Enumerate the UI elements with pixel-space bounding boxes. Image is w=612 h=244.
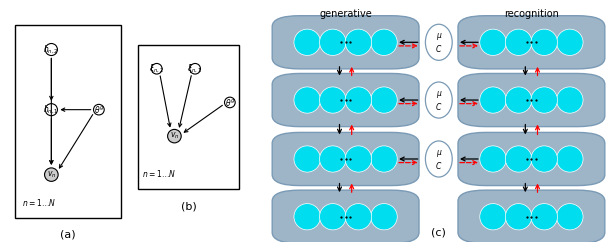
Ellipse shape (556, 203, 583, 230)
Text: (b): (b) (181, 201, 196, 211)
FancyBboxPatch shape (458, 73, 605, 127)
Ellipse shape (556, 87, 583, 113)
Text: $n=1\ldots N$: $n=1\ldots N$ (142, 168, 176, 179)
Text: generative: generative (319, 9, 372, 19)
Ellipse shape (480, 146, 506, 172)
Ellipse shape (531, 146, 558, 172)
Ellipse shape (480, 203, 506, 230)
FancyBboxPatch shape (272, 73, 419, 127)
Ellipse shape (531, 87, 558, 113)
Ellipse shape (506, 87, 532, 113)
Text: $\xi_{n,2}$: $\xi_{n,2}$ (149, 62, 165, 75)
Ellipse shape (294, 29, 321, 55)
Ellipse shape (556, 146, 583, 172)
Text: $\theta^g$: $\theta^g$ (94, 104, 104, 115)
Ellipse shape (319, 29, 346, 55)
Text: $v_n$: $v_n$ (170, 131, 179, 141)
Ellipse shape (190, 63, 201, 74)
Ellipse shape (506, 146, 532, 172)
Ellipse shape (319, 87, 346, 113)
Text: recognition: recognition (504, 9, 559, 19)
Ellipse shape (531, 203, 558, 230)
Text: $h_{n,2}$: $h_{n,2}$ (43, 43, 59, 56)
Ellipse shape (531, 29, 558, 55)
Ellipse shape (371, 146, 397, 172)
Ellipse shape (319, 146, 346, 172)
Ellipse shape (480, 87, 506, 113)
Ellipse shape (94, 104, 104, 115)
Ellipse shape (225, 97, 235, 108)
Ellipse shape (425, 141, 452, 177)
Ellipse shape (319, 203, 346, 230)
Ellipse shape (506, 203, 532, 230)
Ellipse shape (345, 146, 371, 172)
Ellipse shape (45, 168, 58, 181)
Text: $C$: $C$ (435, 43, 442, 54)
Ellipse shape (425, 82, 452, 118)
Ellipse shape (345, 203, 371, 230)
Ellipse shape (506, 29, 532, 55)
Ellipse shape (151, 63, 162, 74)
Ellipse shape (345, 29, 371, 55)
FancyBboxPatch shape (272, 16, 419, 69)
Ellipse shape (371, 87, 397, 113)
Ellipse shape (345, 87, 371, 113)
Ellipse shape (45, 43, 58, 56)
Text: $C$: $C$ (435, 160, 442, 171)
Text: $\mu$: $\mu$ (436, 148, 442, 159)
Text: $C$: $C$ (435, 101, 442, 112)
Ellipse shape (480, 29, 506, 55)
Text: (c): (c) (431, 227, 446, 237)
Ellipse shape (168, 129, 181, 143)
FancyBboxPatch shape (458, 132, 605, 186)
FancyBboxPatch shape (458, 190, 605, 243)
FancyBboxPatch shape (15, 25, 121, 218)
Ellipse shape (556, 29, 583, 55)
Text: $\xi_{n,1}$: $\xi_{n,1}$ (187, 62, 203, 75)
Ellipse shape (294, 87, 321, 113)
Ellipse shape (371, 203, 397, 230)
FancyBboxPatch shape (272, 132, 419, 186)
FancyBboxPatch shape (138, 45, 239, 189)
Ellipse shape (371, 29, 397, 55)
Text: $\mu$: $\mu$ (436, 31, 442, 42)
Ellipse shape (294, 146, 321, 172)
Ellipse shape (45, 104, 58, 116)
Ellipse shape (425, 24, 452, 60)
Text: (a): (a) (61, 230, 76, 240)
Ellipse shape (294, 203, 321, 230)
Text: $n=1\ldots N$: $n=1\ldots N$ (22, 197, 56, 208)
Text: $\theta^g$: $\theta^g$ (225, 97, 235, 108)
FancyBboxPatch shape (458, 16, 605, 69)
Text: $\mu$: $\mu$ (436, 89, 442, 100)
Text: $v_n$: $v_n$ (47, 169, 56, 180)
FancyBboxPatch shape (272, 190, 419, 243)
Text: $h_{n,1}$: $h_{n,1}$ (43, 103, 59, 116)
